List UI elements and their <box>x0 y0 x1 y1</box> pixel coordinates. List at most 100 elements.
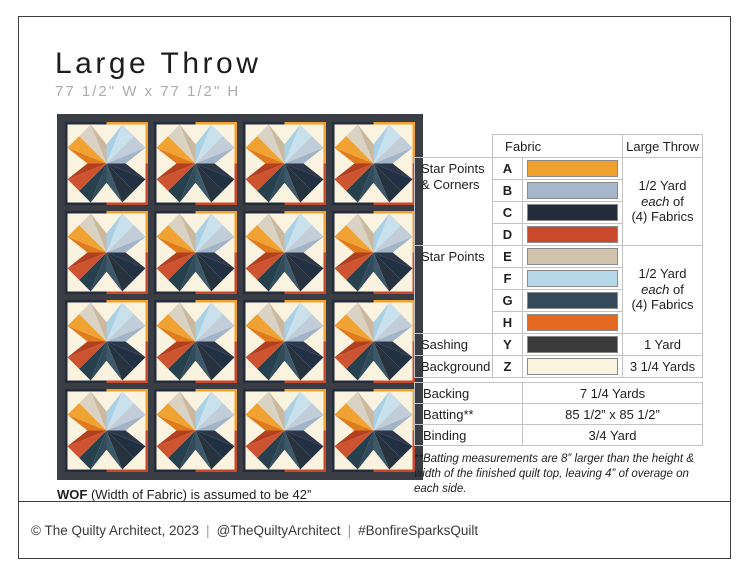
finishing-table: Backing 7 1/4 Yards Batting** 85 1/2” x 85 … <box>414 382 703 446</box>
star-facet-down-right-outer <box>106 341 134 381</box>
star-facet-left-up-outer <box>334 314 374 342</box>
star-facet-down-left-outer <box>168 252 196 292</box>
quilt-block <box>332 122 415 205</box>
star-facet-right-up-outer <box>106 136 146 164</box>
fabric-letter: H <box>492 311 523 334</box>
star-facet-up-left-outer <box>168 391 196 431</box>
star-facet-left-down-outer <box>67 163 107 191</box>
star-facet-right-down-outer <box>284 430 324 458</box>
finishing-table-wrap: Backing 7 1/4 Yards Batting** 85 1/2” x 85 … <box>414 382 703 446</box>
star-facet-up-right-outer <box>373 391 401 431</box>
fabric-header-size: Large Throw <box>622 134 703 158</box>
star-facet-left-down-outer <box>334 341 374 369</box>
star-facet-down-left-outer <box>79 341 107 381</box>
star-facet-up-left-outer <box>79 124 107 164</box>
quilt-block-svg <box>154 211 237 294</box>
star-facet-up-right-outer <box>195 391 223 431</box>
star-facet-left-down-outer <box>245 163 285 191</box>
quilt-preview <box>57 114 423 480</box>
fabric-row: G <box>415 289 703 312</box>
fabric-swatch-cell <box>522 267 623 290</box>
star-facet-down-left-outer <box>79 163 107 203</box>
star-facet-left-down-outer <box>334 430 374 458</box>
star-facet-left-up-outer <box>245 403 285 431</box>
footer-handle: @TheQuiltyArchitect <box>216 522 341 538</box>
star-facet-up-right-outer <box>284 124 312 164</box>
star-facet-up-left-outer <box>257 391 285 431</box>
star-facet-down-left-outer <box>168 341 196 381</box>
star-facet-right-up-outer <box>195 136 235 164</box>
star-facet-down-left-outer <box>346 430 374 470</box>
fabric-header-fabric: Fabric <box>492 134 623 158</box>
star-facet-right-down-outer <box>106 341 146 369</box>
batting-note: **Batting measurements are 8” larger tha… <box>414 453 694 495</box>
fabric-row: F <box>415 267 703 290</box>
quilt-block <box>243 300 326 383</box>
star-facet-right-up-outer <box>106 225 146 253</box>
quilt-block-svg <box>65 122 148 205</box>
star-facet-left-up-outer <box>156 403 196 431</box>
fabric-swatch-cell <box>522 333 623 356</box>
fabric-yardage: 1/2 Yard each of (4) Fabrics <box>622 245 703 334</box>
fabric-category-label: Background <box>414 355 493 378</box>
quilt-block-svg <box>154 389 237 472</box>
page-subtitle: 77 1/2" W x 77 1/2" H <box>55 83 241 100</box>
fabric-letter: B <box>492 179 523 202</box>
star-facet-down-left-outer <box>257 163 285 203</box>
fabric-yardage: 1/2 Yard each of (4) Fabrics <box>622 157 703 246</box>
quilt-block <box>65 389 148 472</box>
star-facet-down-left-outer <box>79 252 107 292</box>
star-facet-left-down-outer <box>334 252 374 280</box>
fabric-swatch-cell <box>522 355 623 378</box>
star-facet-right-down-outer <box>373 341 413 369</box>
star-facet-left-up-outer <box>245 136 285 164</box>
star-facet-right-up-outer <box>373 136 413 164</box>
star-facet-up-left-outer <box>79 213 107 253</box>
fabric-header-row: Fabric Large Throw <box>415 134 703 158</box>
finishing-label: Backing <box>414 382 523 404</box>
star-facet-left-down-outer <box>67 252 107 280</box>
star-facet-down-right-outer <box>284 163 312 203</box>
star-facet-up-right-outer <box>195 302 223 342</box>
fabric-yardage: 3 1/4 Yards <box>622 355 703 378</box>
star-facet-down-right-outer <box>373 341 401 381</box>
star-facet-down-left-outer <box>79 430 107 470</box>
star-facet-down-right-outer <box>106 252 134 292</box>
star-facet-down-left-outer <box>257 341 285 381</box>
fabric-swatch-cell <box>522 223 623 246</box>
star-facet-up-right-outer <box>373 213 401 253</box>
fabric-category-label: Star Points <box>414 245 493 334</box>
fabric-letter: E <box>492 245 523 268</box>
quilt-block-svg <box>332 389 415 472</box>
star-facet-right-down-outer <box>373 163 413 191</box>
star-facet-left-up-outer <box>67 136 107 164</box>
star-facet-left-up-outer <box>156 225 196 253</box>
quilt-block-svg <box>332 122 415 205</box>
star-facet-right-down-outer <box>195 430 235 458</box>
star-facet-down-left-outer <box>346 341 374 381</box>
star-facet-down-left-outer <box>346 163 374 203</box>
fabric-swatch <box>527 314 618 331</box>
fabric-swatch <box>527 182 618 199</box>
finishing-row: Binding 3/4 Yard <box>414 424 703 446</box>
star-facet-down-left-outer <box>168 163 196 203</box>
fabric-yardage: 1 Yard <box>622 333 703 356</box>
fabric-row: C <box>415 201 703 224</box>
fabric-swatch <box>527 292 618 309</box>
star-facet-right-up-outer <box>106 403 146 431</box>
star-facet-up-left-outer <box>168 302 196 342</box>
star-facet-left-up-outer <box>334 403 374 431</box>
star-facet-up-right-outer <box>106 302 134 342</box>
star-facet-right-up-outer <box>284 225 324 253</box>
fabric-swatch <box>527 226 618 243</box>
quilt-block <box>154 122 237 205</box>
fabric-row: H <box>415 311 703 334</box>
star-facet-up-left-outer <box>346 124 374 164</box>
quilt-block <box>243 122 326 205</box>
quilt-block-svg <box>332 211 415 294</box>
star-facet-down-right-outer <box>373 252 401 292</box>
star-facet-right-up-outer <box>195 403 235 431</box>
quilt-block-svg <box>65 300 148 383</box>
star-facet-up-right-outer <box>284 213 312 253</box>
star-facet-up-right-outer <box>373 302 401 342</box>
